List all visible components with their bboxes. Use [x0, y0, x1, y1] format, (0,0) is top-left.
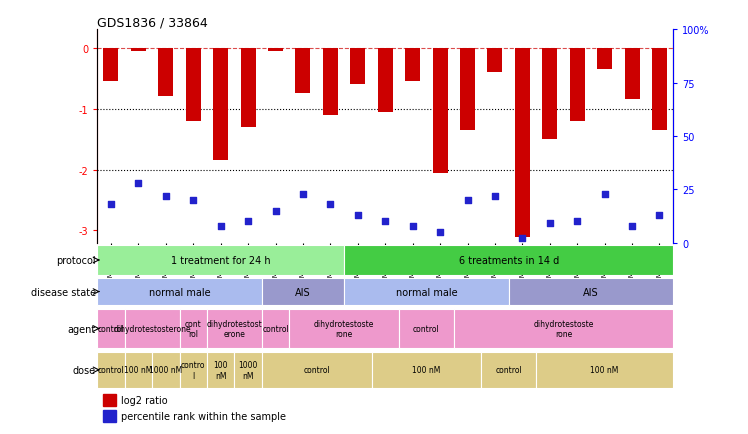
Bar: [570, 49, 585, 122]
Point: [434, 229, 446, 236]
Text: normal male: normal male: [149, 287, 210, 297]
Point: [187, 197, 199, 204]
Text: control: control: [97, 324, 124, 333]
Point: [544, 220, 556, 227]
Text: log2 ratio: log2 ratio: [121, 395, 168, 405]
Text: 1000
nM: 1000 nM: [239, 360, 258, 380]
Bar: [97, 278, 262, 306]
Text: normal male: normal male: [396, 287, 457, 297]
Bar: [597, 49, 612, 70]
Point: [516, 235, 528, 242]
Text: control: control: [262, 324, 289, 333]
Bar: [241, 49, 256, 128]
Bar: [268, 49, 283, 52]
Text: 1000 nM: 1000 nM: [149, 365, 183, 375]
Bar: [103, 410, 116, 422]
Bar: [399, 309, 454, 349]
Text: dose: dose: [73, 365, 96, 375]
Bar: [542, 49, 557, 140]
Bar: [103, 49, 118, 82]
Bar: [372, 352, 481, 388]
Point: [571, 218, 583, 225]
Bar: [405, 49, 420, 82]
Text: 100 nM: 100 nM: [590, 365, 619, 375]
Bar: [432, 49, 447, 173]
Point: [215, 223, 227, 230]
Bar: [652, 49, 667, 131]
Text: 100 nM: 100 nM: [124, 365, 153, 375]
Bar: [180, 352, 207, 388]
Text: GDS1836 / 33864: GDS1836 / 33864: [97, 16, 208, 29]
Text: agent: agent: [67, 324, 96, 334]
Point: [379, 218, 391, 225]
Bar: [125, 352, 152, 388]
Bar: [262, 278, 344, 306]
Point: [105, 201, 117, 208]
Text: dihydrotestosterone: dihydrotestosterone: [113, 324, 191, 333]
Text: dihydrotestost
erone: dihydrotestost erone: [206, 319, 263, 339]
Bar: [234, 352, 262, 388]
Bar: [152, 352, 180, 388]
Bar: [515, 49, 530, 237]
Bar: [97, 309, 125, 349]
Text: dihydrotestoste
rone: dihydrotestoste rone: [533, 319, 594, 339]
Bar: [536, 352, 673, 388]
Bar: [378, 49, 393, 112]
Bar: [454, 309, 673, 349]
Bar: [131, 49, 146, 52]
Text: 6 treatments in 14 d: 6 treatments in 14 d: [459, 256, 559, 265]
Bar: [103, 394, 116, 406]
Bar: [125, 309, 180, 349]
Bar: [180, 309, 207, 349]
Text: control: control: [303, 365, 330, 375]
Bar: [159, 49, 174, 97]
Bar: [344, 246, 673, 275]
Text: control: control: [495, 365, 522, 375]
Bar: [350, 49, 365, 85]
Point: [489, 193, 501, 200]
Text: percentile rank within the sample: percentile rank within the sample: [121, 411, 286, 421]
Point: [626, 223, 638, 230]
Bar: [323, 49, 338, 115]
Text: contro
l: contro l: [181, 360, 206, 380]
Bar: [97, 246, 344, 275]
Bar: [262, 352, 372, 388]
Point: [325, 201, 337, 208]
Point: [598, 191, 610, 197]
Bar: [97, 352, 125, 388]
Point: [297, 191, 309, 197]
Text: protocol: protocol: [56, 256, 96, 265]
Bar: [509, 278, 673, 306]
Bar: [460, 49, 475, 131]
Point: [132, 180, 144, 187]
Text: 100
nM: 100 nM: [213, 360, 228, 380]
Point: [654, 212, 666, 219]
Text: 100 nM: 100 nM: [412, 365, 441, 375]
Bar: [213, 49, 228, 161]
Text: cont
rol: cont rol: [185, 319, 202, 339]
Text: 1 treatment for 24 h: 1 treatment for 24 h: [171, 256, 271, 265]
Point: [269, 207, 281, 214]
Bar: [186, 49, 200, 122]
Point: [352, 212, 364, 219]
Bar: [481, 352, 536, 388]
Bar: [344, 278, 509, 306]
Point: [407, 223, 419, 230]
Bar: [207, 352, 234, 388]
Text: control: control: [413, 324, 440, 333]
Bar: [262, 309, 289, 349]
Text: AIS: AIS: [295, 287, 310, 297]
Text: AIS: AIS: [583, 287, 598, 297]
Bar: [625, 49, 640, 100]
Point: [242, 218, 254, 225]
Bar: [207, 309, 262, 349]
Bar: [295, 49, 310, 94]
Bar: [488, 49, 503, 73]
Bar: [289, 309, 399, 349]
Point: [462, 197, 473, 204]
Point: [160, 193, 172, 200]
Text: control: control: [97, 365, 124, 375]
Text: disease state: disease state: [31, 287, 96, 297]
Text: dihydrotestoste
rone: dihydrotestoste rone: [314, 319, 374, 339]
